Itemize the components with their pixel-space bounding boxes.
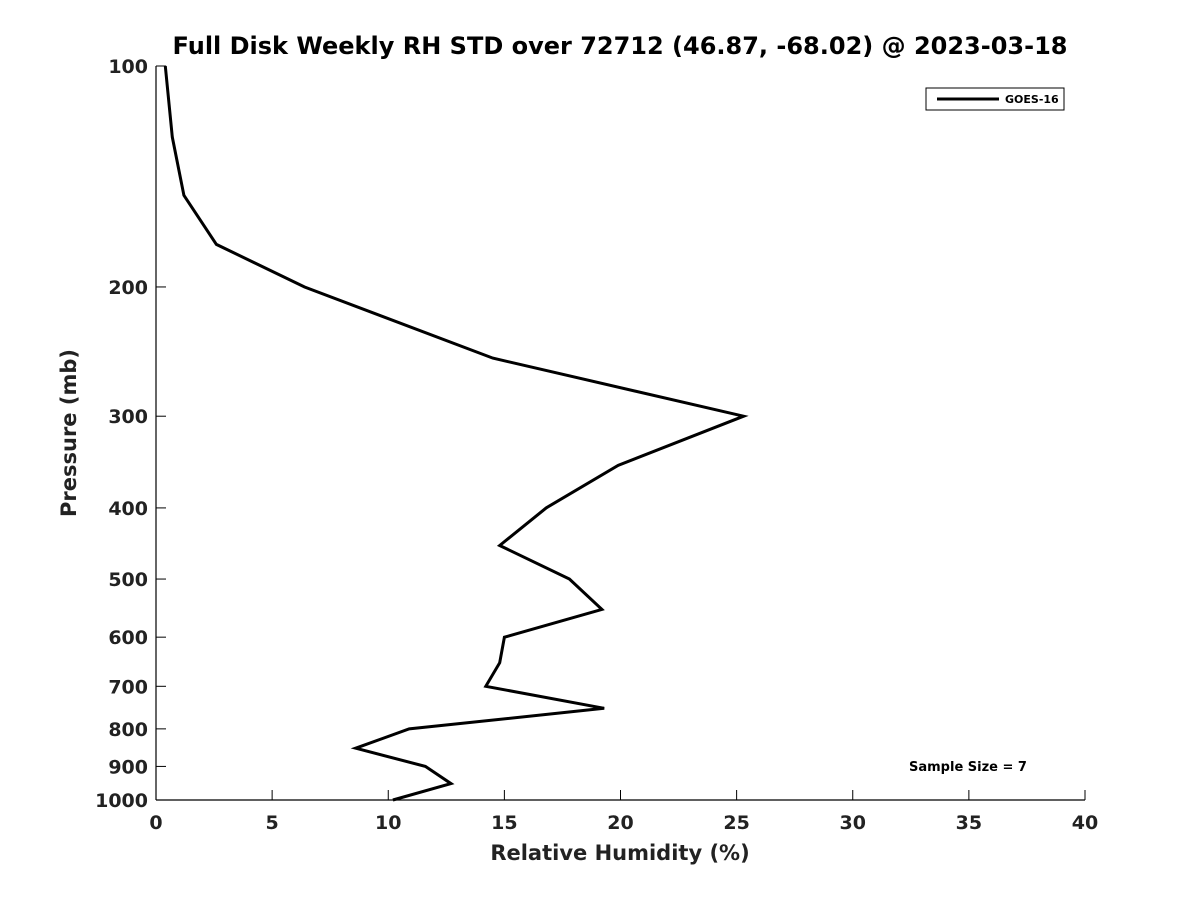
legend-entry-goes-16: GOES-16: [1005, 93, 1059, 106]
y-tick-label: 500: [108, 569, 148, 591]
x-tick-label: 5: [266, 812, 279, 834]
y-tick-label: 200: [108, 277, 148, 299]
x-axis-label: Relative Humidity (%): [490, 841, 749, 865]
x-tick-label: 35: [956, 812, 982, 834]
y-tick-label: 300: [108, 406, 148, 428]
y-ticks: 100 200 300 400 500 600 700 800 900 1000: [95, 56, 166, 812]
chart-title: Full Disk Weekly RH STD over 72712 (46.8…: [173, 32, 1068, 60]
sample-size-annotation: Sample Size = 7: [909, 760, 1027, 775]
y-tick-label: 600: [108, 627, 148, 649]
y-tick-label: 1000: [95, 790, 148, 812]
x-tick-label: 40: [1072, 812, 1098, 834]
x-tick-label: 20: [607, 812, 633, 834]
y-tick-label: 400: [108, 498, 148, 520]
x-tick-label: 0: [149, 812, 162, 834]
series-line-goes-16: [163, 65, 749, 802]
x-tick-label: 30: [840, 812, 866, 834]
x-tick-label: 10: [375, 812, 401, 834]
x-tick-label: 15: [491, 812, 517, 834]
legend: GOES-16: [925, 87, 1065, 111]
y-tick-label: 100: [108, 56, 148, 78]
y-tick-label: 800: [108, 719, 148, 741]
x-tick-label: 25: [723, 812, 749, 834]
y-tick-label: 900: [108, 756, 148, 778]
plot-area: 0 5 10 15 20 25 30 35 40 100 200 300 400 500 600 700 80…: [95, 56, 1098, 834]
y-tick-label: 700: [108, 676, 148, 698]
x-ticks: 0 5 10 15 20 25 30 35 40: [149, 790, 1098, 834]
y-axis-label: Pressure (mb): [57, 349, 81, 517]
